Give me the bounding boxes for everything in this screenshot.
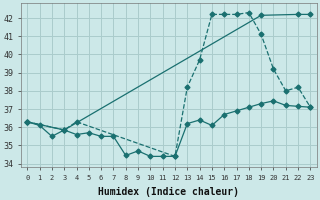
X-axis label: Humidex (Indice chaleur): Humidex (Indice chaleur) — [98, 186, 239, 197]
